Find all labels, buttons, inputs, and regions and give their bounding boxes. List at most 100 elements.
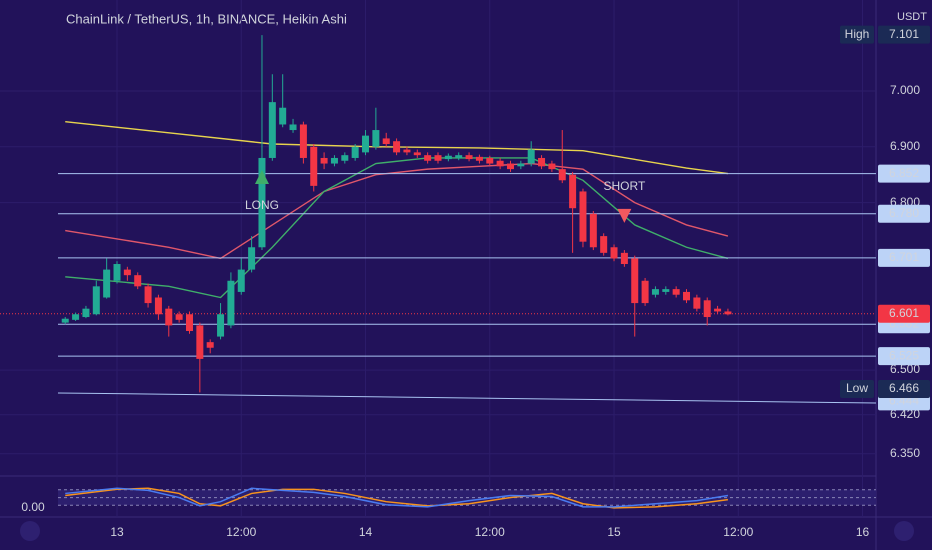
y-tick-label: 7.000 <box>890 83 920 97</box>
candle-body <box>465 155 473 160</box>
candle-body <box>517 163 525 167</box>
candle-body <box>631 258 639 304</box>
y-tick-label: 6.350 <box>890 446 920 460</box>
level-label-box <box>878 204 930 223</box>
x-tick-label: 12:00 <box>475 525 505 539</box>
candle-body <box>693 297 701 309</box>
low-value-box <box>878 380 930 399</box>
candle-body <box>134 275 142 287</box>
level-label: 6.852 <box>889 166 919 180</box>
candle-body <box>672 289 680 295</box>
level-label-box <box>878 164 930 183</box>
candle-body <box>475 156 483 161</box>
candle-body <box>154 297 162 315</box>
candle-body <box>600 236 608 253</box>
candle-body <box>486 157 494 164</box>
x-tick-label: 14 <box>359 525 373 539</box>
candle-body <box>330 157 338 164</box>
candle-body <box>683 291 691 301</box>
candle-body <box>289 124 297 131</box>
signal-label: LONG <box>245 198 279 212</box>
candle-body <box>724 311 732 315</box>
level-label: 6.525 <box>889 348 919 362</box>
candle-body <box>82 308 90 318</box>
level-label: 6.780 <box>889 206 919 220</box>
auto-button[interactable] <box>894 521 914 541</box>
candle-body <box>393 141 401 153</box>
candle-body <box>444 155 452 160</box>
candle-body <box>538 157 546 167</box>
candle-body <box>372 130 380 147</box>
x-tick-label: 12:00 <box>226 525 256 539</box>
x-tick-label: 12:00 <box>723 525 753 539</box>
y-tick-label: 6.420 <box>890 407 920 421</box>
candle-body <box>320 157 328 164</box>
moving-average <box>65 162 729 260</box>
candle-body <box>641 280 649 304</box>
candle-body <box>434 155 442 161</box>
current-price-label-box <box>878 304 930 323</box>
candle-body <box>403 149 411 153</box>
candle-body <box>424 155 432 161</box>
y-tick-label: 6.500 <box>890 362 920 376</box>
candle-body <box>185 314 193 331</box>
candle-body <box>299 124 307 158</box>
candle-body <box>103 269 111 298</box>
level-label-box <box>878 248 930 267</box>
current-price-label: 6.601 <box>889 306 919 320</box>
candle-body <box>92 286 100 315</box>
high-value-box <box>878 25 930 44</box>
high-tag: High <box>845 27 870 41</box>
candle-body <box>196 325 204 359</box>
candle-body <box>455 155 463 158</box>
candle-body <box>382 138 390 145</box>
signal-marker <box>254 170 269 185</box>
candle-body <box>589 213 597 248</box>
candle-body <box>714 308 722 312</box>
candle-body <box>703 300 711 318</box>
candle-body <box>206 342 214 348</box>
candle-body <box>558 169 566 181</box>
signal-label: SHORT <box>603 179 645 193</box>
oscillator-line <box>65 487 729 508</box>
candle-body <box>72 314 80 320</box>
candle-body <box>144 286 152 304</box>
candle-body <box>123 269 131 276</box>
candle-body <box>237 269 245 292</box>
low-tag: Low <box>846 381 868 395</box>
candle-body <box>175 314 183 320</box>
candle-body <box>548 163 556 170</box>
candle-body <box>413 152 421 156</box>
level-label: 6.701 <box>889 250 919 264</box>
candle-body <box>527 149 535 164</box>
low-value: 6.466 <box>889 381 919 395</box>
candle-body <box>165 308 173 326</box>
candle-body <box>496 160 504 167</box>
candle-body <box>217 314 225 337</box>
signal-marker <box>617 208 632 223</box>
candle-body <box>662 289 670 292</box>
candle-body <box>310 146 318 186</box>
candle-body <box>351 146 359 158</box>
candle-body <box>362 135 370 153</box>
currency-label: USDT <box>897 11 927 23</box>
candle-body <box>258 157 266 248</box>
candle-body <box>248 247 256 270</box>
candle-body <box>569 174 577 209</box>
trend-line <box>57 392 877 404</box>
x-tick-label: 16 <box>856 525 870 539</box>
candle-body <box>341 155 349 161</box>
level-label-box <box>878 347 930 366</box>
candle-body <box>579 191 587 242</box>
x-tick-label: 13 <box>110 525 124 539</box>
candle-body <box>610 247 618 259</box>
candle-body <box>227 280 235 326</box>
zoom-button[interactable] <box>20 521 40 541</box>
candle-body <box>279 107 287 125</box>
moving-average <box>65 120 729 175</box>
candle-body <box>506 163 514 170</box>
candle-body <box>620 252 628 265</box>
candle-body <box>651 289 659 295</box>
